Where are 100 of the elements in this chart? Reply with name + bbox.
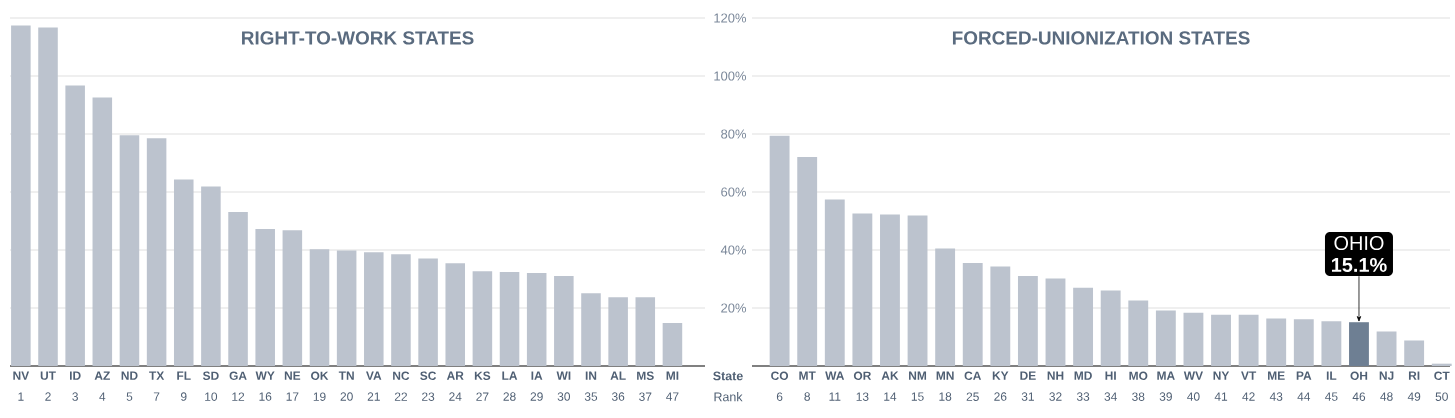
bar [635, 297, 656, 366]
x-tick-label: LA 28 [502, 371, 518, 401]
x-tick-label: MI 47 [666, 371, 679, 401]
bar [1073, 287, 1094, 366]
bar [990, 266, 1011, 366]
bar [418, 258, 438, 366]
x-tick-label: PA 44 [1296, 371, 1312, 401]
bar [962, 263, 983, 366]
x-tick-label: WI 30 [556, 371, 571, 401]
x-tick-label: MN 18 [936, 371, 954, 401]
x-tick-label: WY 16 [255, 371, 275, 401]
x-tick-label: IA 29 [530, 371, 543, 401]
bar [445, 263, 466, 366]
bar [1045, 278, 1066, 366]
bar [472, 271, 493, 366]
x-tick-label: MT 8 [799, 371, 816, 401]
x-tick-label: CO 6 [771, 371, 789, 401]
x-tick-label: GA 12 [229, 371, 247, 401]
bar [173, 179, 194, 366]
x-tick-label: ND 5 [121, 371, 138, 401]
x-tick-label: NC 22 [393, 371, 410, 401]
bar [526, 272, 547, 366]
bar [797, 156, 818, 366]
x-tick-label: CA 25 [964, 371, 982, 401]
x-tick-label: OH 46 [1350, 371, 1368, 401]
y-tick-label: 40% [720, 245, 747, 255]
x-tick-label: IL 45 [1325, 371, 1338, 401]
bar [1211, 314, 1231, 366]
bar [662, 323, 683, 366]
x-tick-label: UT 2 [40, 371, 56, 401]
bar [499, 272, 520, 366]
bar [146, 138, 167, 366]
text: RIGHT-TO-WORK STATES [242, 31, 474, 45]
bar [935, 248, 956, 366]
bar [309, 249, 330, 366]
x-tick-label: MD 33 [1074, 371, 1092, 401]
bar [92, 97, 113, 366]
x-tick-label: KS 27 [474, 371, 491, 401]
text: FORCED-UNIONIZATION STATES [952, 31, 1250, 45]
x-tick-label: OK 19 [311, 371, 329, 401]
bar [1155, 310, 1176, 366]
x-tick-label: NE 17 [284, 371, 301, 401]
bar [336, 250, 357, 366]
x-tick-label: ME 43 [1268, 371, 1285, 401]
x-tick-label: WV 40 [1183, 371, 1203, 401]
x-tick-label: NY 41 [1213, 371, 1230, 401]
bar [554, 276, 574, 366]
text: State Rank [713, 371, 743, 402]
x-tick-label: TX 7 [149, 371, 165, 401]
bar [65, 85, 85, 366]
bar [11, 25, 31, 366]
x-tick-label: AZ 4 [94, 371, 110, 401]
x-tick-label: ID 3 [69, 371, 81, 401]
x-tick-label: TN 20 [338, 371, 354, 401]
bar [119, 135, 140, 366]
y-tick-label: 20% [721, 303, 747, 313]
x-tick-label: SC 23 [420, 371, 437, 401]
bar [1376, 331, 1397, 366]
x-tick-label: NJ 48 [1379, 371, 1394, 401]
bar [1404, 340, 1425, 366]
bar [1293, 319, 1314, 366]
bar [201, 186, 221, 366]
x-tick-label: IN 35 [584, 371, 598, 401]
x-tick-label: HI 34 [1104, 371, 1117, 401]
y-tick-label: 80% [721, 129, 747, 139]
bar [852, 213, 873, 366]
x-tick-label: AL 36 [610, 371, 626, 401]
bar [907, 215, 928, 366]
annotation: OHIO 15.1% [1331, 235, 1387, 272]
bar [581, 293, 601, 366]
x-tick-label: NH 32 [1047, 371, 1064, 401]
y-tick-label: 100% [714, 71, 747, 81]
x-tick-label: NV 1 [13, 371, 30, 401]
bar [1183, 312, 1204, 366]
bar [1349, 322, 1369, 366]
bar [391, 254, 411, 366]
x-tick-label: AR 24 [446, 371, 464, 401]
x-tick-label: VA 21 [366, 371, 382, 401]
bar [1266, 318, 1287, 366]
bar [1017, 276, 1038, 366]
bar [282, 230, 303, 366]
x-tick-label: MS 37 [637, 371, 654, 401]
y-tick-label: 120% [714, 13, 747, 23]
bar [1128, 300, 1149, 366]
bar [880, 214, 900, 366]
x-tick-label: MO 38 [1129, 371, 1148, 401]
bar [824, 199, 845, 366]
x-tick-label: FL 9 [177, 371, 191, 401]
bar [608, 297, 628, 366]
y-tick-label: 60% [721, 187, 747, 197]
bar [769, 135, 790, 366]
x-tick-label: OR 13 [853, 371, 872, 401]
x-tick-label: NM 15 [909, 371, 927, 401]
bar [228, 212, 248, 366]
bar [38, 27, 58, 366]
x-tick-label: VT 42 [1241, 371, 1257, 401]
bar [364, 252, 384, 366]
x-tick-label: SD 10 [202, 371, 219, 401]
x-tick-label: CT 50 [1434, 371, 1450, 401]
x-tick-label: KY 26 [992, 371, 1009, 401]
